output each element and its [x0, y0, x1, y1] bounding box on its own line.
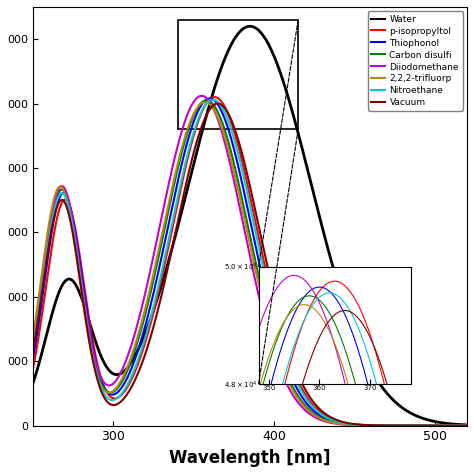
Legend: Water, p-isopropyltol, Thiophonol, Carbon disulfi, Diiodomethane, 2,2,2-trifluor: Water, p-isopropyltol, Thiophonol, Carbo… [368, 11, 463, 111]
Bar [178, 20, 298, 129]
X-axis label: Wavelength [nm]: Wavelength [nm] [169, 449, 331, 467]
